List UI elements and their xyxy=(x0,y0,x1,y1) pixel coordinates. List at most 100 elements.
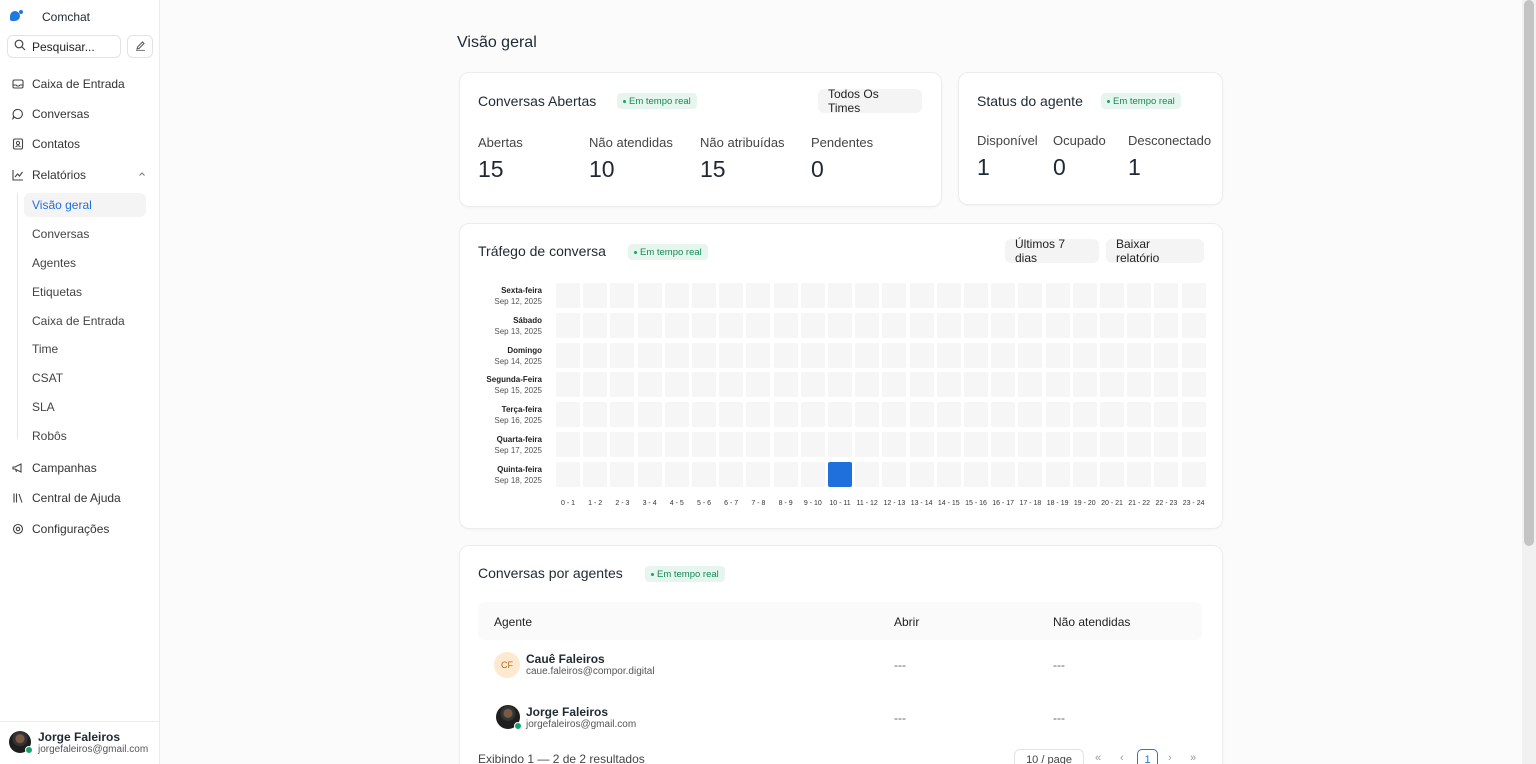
heatmap-cell[interactable] xyxy=(664,461,689,487)
heatmap-cell[interactable] xyxy=(964,312,988,338)
heatmap-cell[interactable] xyxy=(1100,432,1124,457)
heatmap-cell[interactable] xyxy=(664,283,689,308)
heatmap-cell[interactable] xyxy=(637,402,662,428)
heatmap-cell[interactable] xyxy=(773,283,798,308)
heatmap-cell[interactable] xyxy=(909,372,934,398)
heatmap-cell[interactable] xyxy=(909,283,934,308)
heatmap-cell[interactable] xyxy=(583,312,608,338)
sidebar-item-reports[interactable]: Relatórios xyxy=(12,166,86,184)
heatmap-cell[interactable] xyxy=(610,461,635,487)
heatmap-cell[interactable] xyxy=(692,402,716,428)
heatmap-cell[interactable] xyxy=(583,461,608,487)
next-page-icon[interactable]: › xyxy=(1168,752,1172,764)
sidebar-item-campaigns[interactable]: Campanhas xyxy=(12,459,97,477)
heatmap-cell[interactable] xyxy=(1018,432,1043,457)
heatmap-cell[interactable] xyxy=(1154,402,1179,428)
heatmap-cell[interactable] xyxy=(828,402,852,428)
heatmap-cell[interactable] xyxy=(583,372,608,398)
sidebar-subitem-labels[interactable]: Etiquetas xyxy=(32,285,83,299)
heatmap-cell[interactable] xyxy=(1045,402,1070,428)
heatmap-cell[interactable] xyxy=(1181,402,1206,428)
heatmap-cell[interactable] xyxy=(1127,342,1152,368)
scrollbar-thumb[interactable] xyxy=(1524,0,1534,546)
heatmap-cell[interactable] xyxy=(800,402,825,428)
heatmap-cell[interactable] xyxy=(692,312,716,338)
heatmap-cell[interactable] xyxy=(773,312,798,338)
date-range-button[interactable]: Últimos 7 dias xyxy=(1005,237,1099,265)
heatmap-cell[interactable] xyxy=(909,312,934,338)
heatmap-cell[interactable] xyxy=(936,342,961,368)
heatmap-cell[interactable] xyxy=(800,432,825,457)
heatmap-cell[interactable] xyxy=(583,283,608,308)
sidebar-subitem-overview[interactable]: Visão geral xyxy=(32,198,92,212)
heatmap-cell[interactable] xyxy=(1127,402,1152,428)
heatmap-cell[interactable] xyxy=(909,402,934,428)
heatmap-cell[interactable] xyxy=(692,342,716,368)
heatmap-cell[interactable] xyxy=(909,342,934,368)
heatmap-cell[interactable] xyxy=(719,432,744,457)
heatmap-cell[interactable] xyxy=(1045,461,1070,487)
heatmap-cell[interactable] xyxy=(882,461,907,487)
sidebar-subitem-bots[interactable]: Robôs xyxy=(32,429,67,443)
heatmap-cell[interactable] xyxy=(882,283,907,308)
sidebar-subitem-team[interactable]: Time xyxy=(32,342,59,356)
heatmap-cell[interactable] xyxy=(1181,432,1206,457)
heatmap-cell[interactable] xyxy=(610,432,635,457)
heatmap-cell[interactable] xyxy=(991,312,1016,338)
chevron-up-icon[interactable] xyxy=(138,170,146,180)
heatmap-cell[interactable] xyxy=(1127,372,1152,398)
heatmap-cell[interactable] xyxy=(991,372,1016,398)
heatmap-cell[interactable] xyxy=(1127,461,1152,487)
heatmap-cell[interactable] xyxy=(800,283,825,308)
heatmap-cell[interactable] xyxy=(1045,283,1070,308)
heatmap-cell[interactable] xyxy=(1181,342,1206,368)
heatmap-cell[interactable] xyxy=(746,312,771,338)
heatmap-cell[interactable] xyxy=(637,312,662,338)
heatmap-cell[interactable] xyxy=(719,372,744,398)
heatmap-cell[interactable] xyxy=(610,372,635,398)
heatmap-cell[interactable] xyxy=(855,372,880,398)
column-header-unattended[interactable]: Não atendidas xyxy=(1053,615,1131,629)
heatmap-cell[interactable] xyxy=(719,283,744,308)
heatmap-cell[interactable] xyxy=(610,283,635,308)
brand[interactable]: Comchat xyxy=(10,10,90,24)
heatmap-cell[interactable] xyxy=(719,461,744,487)
last-page-icon[interactable]: » xyxy=(1190,752,1197,764)
heatmap-cell[interactable] xyxy=(556,372,580,398)
heatmap-cell[interactable] xyxy=(692,432,716,457)
heatmap-cell[interactable] xyxy=(1181,461,1206,487)
heatmap-cell[interactable] xyxy=(964,342,988,368)
heatmap-cell[interactable] xyxy=(1181,312,1206,338)
heatmap-cell[interactable] xyxy=(746,402,771,428)
heatmap-cell[interactable] xyxy=(746,283,771,308)
heatmap-cell[interactable] xyxy=(1100,283,1124,308)
heatmap-cell[interactable] xyxy=(882,342,907,368)
heatmap-cell[interactable] xyxy=(610,402,635,428)
sidebar-subitem-agents[interactable]: Agentes xyxy=(32,256,77,270)
compose-button[interactable] xyxy=(127,35,153,58)
heatmap-cell[interactable] xyxy=(719,402,744,428)
heatmap-cell[interactable] xyxy=(1100,312,1124,338)
heatmap-cell[interactable] xyxy=(855,342,880,368)
heatmap-cell[interactable] xyxy=(936,461,961,487)
heatmap-cell[interactable] xyxy=(882,372,907,398)
heatmap-cell[interactable] xyxy=(773,432,798,457)
heatmap-cell[interactable] xyxy=(800,312,825,338)
heatmap-cell[interactable] xyxy=(1127,312,1152,338)
sidebar-item-conversations[interactable]: Conversas xyxy=(12,105,89,123)
heatmap-cell[interactable] xyxy=(637,461,662,487)
heatmap-cell[interactable] xyxy=(556,432,580,457)
heatmap-cell[interactable] xyxy=(1072,432,1097,457)
heatmap-cell[interactable] xyxy=(583,342,608,368)
heatmap-cell[interactable] xyxy=(637,372,662,398)
sidebar-subitem-csat[interactable]: CSAT xyxy=(32,371,64,385)
heatmap-cell[interactable] xyxy=(991,402,1016,428)
heatmap-cell[interactable] xyxy=(1072,342,1097,368)
heatmap-cell[interactable] xyxy=(1045,372,1070,398)
sidebar-subitem-sla[interactable]: SLA xyxy=(32,400,55,414)
heatmap-cell[interactable] xyxy=(936,432,961,457)
heatmap-cell[interactable] xyxy=(556,283,580,308)
search-input[interactable]: Pesquisar... xyxy=(7,35,121,58)
heatmap-cell[interactable] xyxy=(1127,432,1152,457)
heatmap-cell[interactable] xyxy=(1181,283,1206,308)
